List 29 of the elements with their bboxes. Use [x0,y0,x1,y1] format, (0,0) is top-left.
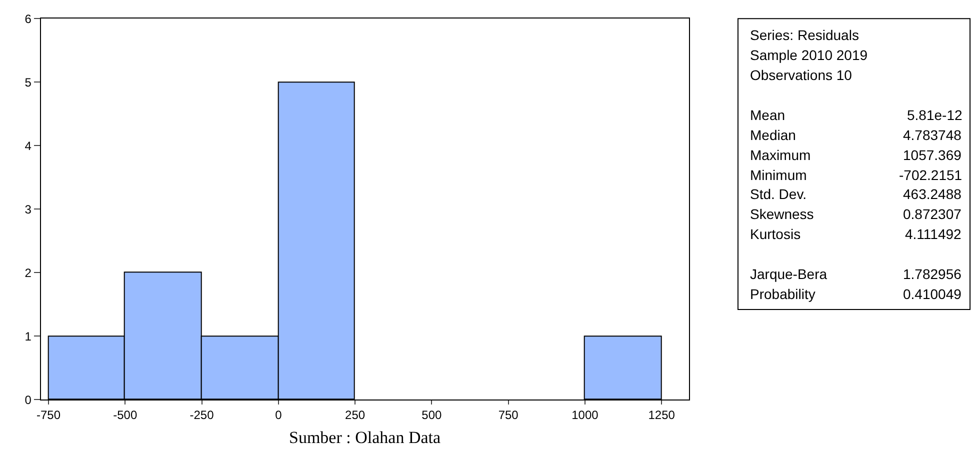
y-tick-label: 6 [24,12,32,26]
x-tick-label: -750 [36,408,61,422]
y-tick-label: 1 [24,329,32,344]
y-tick-label: 5 [24,75,32,90]
y-tick-label: 0 [24,392,32,407]
text: Sumber : Olahan Data [289,428,441,447]
x-tick-label: 1000 [572,408,599,422]
text: Jarque-Bera 1.782956 [750,266,962,282]
x-tick-label: 250 [345,408,366,422]
x-tick-label: -500 [113,408,138,422]
text: Series: Residuals [750,27,859,43]
text: Std. Dev. 463.2488 [750,186,962,202]
x-tick-label: -250 [190,408,214,422]
y-tick-label: 4 [24,138,32,153]
x-tick-label: 0 [275,408,282,422]
x-tick-label: 750 [498,408,519,422]
text: Median 4.783748 [750,127,962,143]
x-tick-label: 1250 [648,408,676,422]
text: Observations 10 [750,67,852,83]
text: Mean 5.81e-12 [750,107,962,123]
x-tick-label: 500 [422,408,442,422]
text: Skewness 0.872307 [750,206,962,222]
y-tick-label: 2 [24,266,32,280]
y-tick-label: 3 [24,202,32,216]
text: Minimum -702.2151 [750,167,962,183]
text: Maximum 1057.369 [750,147,962,163]
text: Kurtosis 4.111492 [750,226,962,242]
text: Sample 2010 2019 [750,47,868,63]
text: Probability 0.410049 [750,286,962,302]
